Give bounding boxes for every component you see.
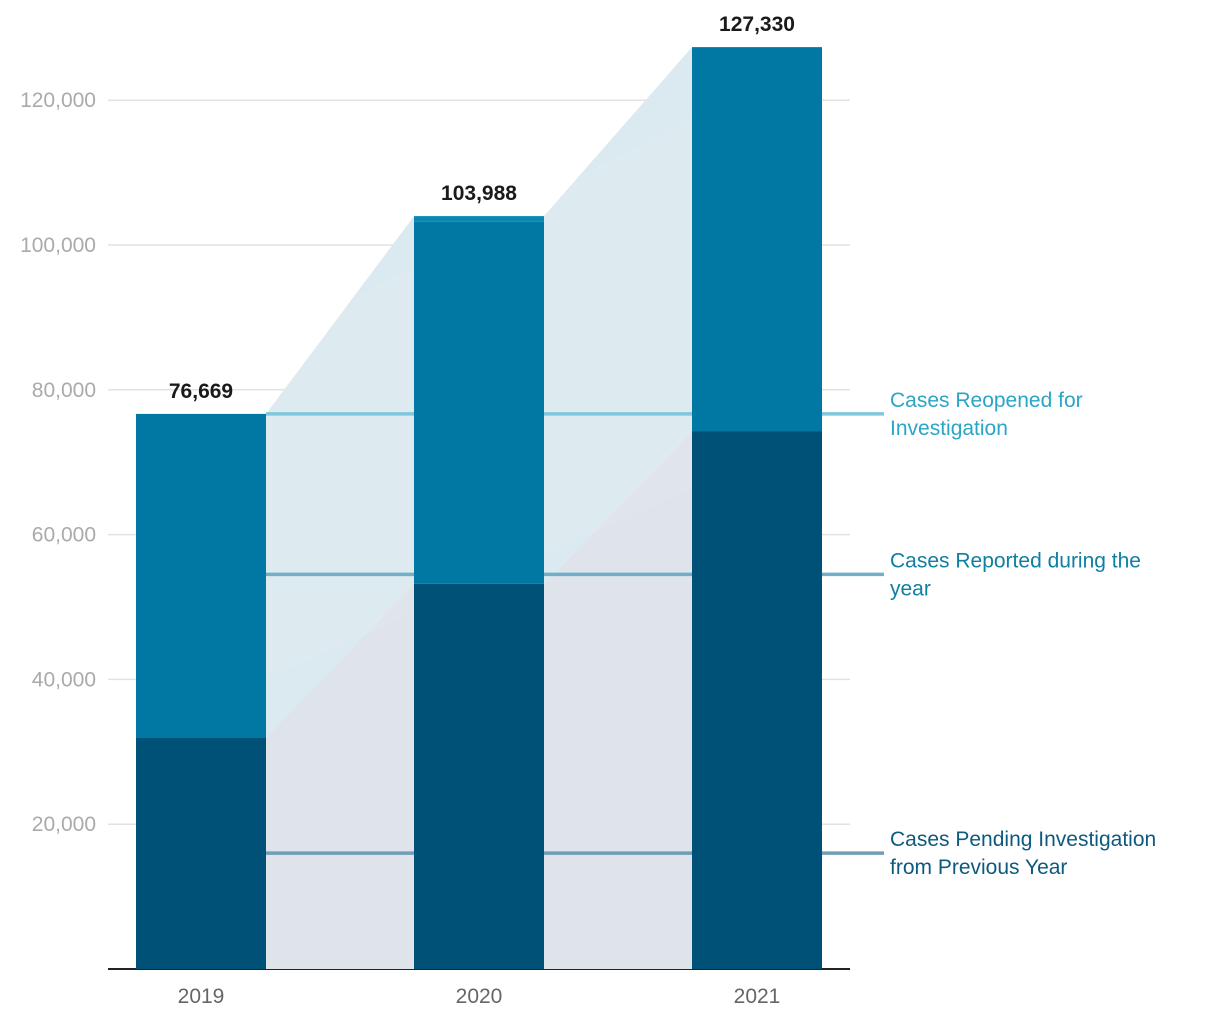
x-tick-label: 2019 — [178, 985, 225, 1008]
y-tick-label: 40,000 — [32, 668, 96, 691]
bar-segment — [136, 737, 266, 969]
series-label: Cases Pending Investigation — [890, 828, 1156, 851]
bars — [136, 47, 822, 969]
x-tick-label: 2020 — [456, 985, 503, 1008]
series-label: Cases Reopened for — [890, 389, 1083, 412]
y-tick-label: 80,000 — [32, 379, 96, 402]
total-label: 103,988 — [441, 182, 517, 205]
bar-segment — [136, 413, 266, 738]
labels: 20,000 40,000 60,000 80,000 100,000 120,000 76… — [20, 13, 1156, 1008]
series-label: from Previous Year — [890, 856, 1067, 879]
bar-segment — [692, 47, 822, 432]
series-label: Cases Reported during the — [890, 549, 1141, 572]
bar-segment — [414, 583, 544, 969]
series-label: year — [890, 577, 931, 600]
y-tick-label: 120,000 — [20, 89, 96, 112]
series-label: Investigation — [890, 417, 1008, 440]
series-marker-lines — [266, 412, 884, 855]
bar-segment — [692, 431, 822, 969]
bar-segment — [414, 221, 544, 584]
total-label: 76,669 — [169, 380, 233, 403]
bar-segment — [414, 216, 544, 222]
y-tick-label: 60,000 — [32, 524, 96, 547]
y-tick-label: 100,000 — [20, 234, 96, 257]
y-tick-label: 20,000 — [32, 813, 96, 836]
total-label: 127,330 — [719, 13, 795, 36]
x-tick-label: 2021 — [734, 985, 781, 1008]
